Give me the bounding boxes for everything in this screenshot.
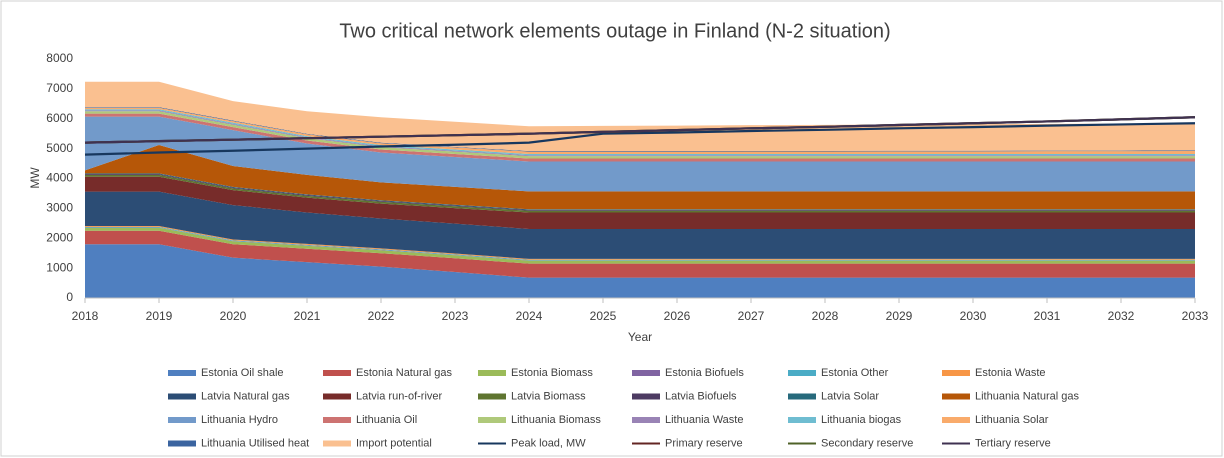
x-tick-label: 2022 (368, 309, 395, 323)
area (85, 81, 1195, 152)
legend-label: Primary reserve (665, 437, 743, 449)
legend-swatch (478, 393, 506, 400)
legend-swatch (323, 393, 351, 400)
x-tick-label: 2023 (442, 309, 469, 323)
area (85, 113, 1195, 162)
y-tick-label: 8000 (46, 51, 73, 65)
legend-label: Lithuania Utilised heat (201, 437, 309, 449)
x-tick-label: 2018 (72, 309, 99, 323)
legend-swatch (942, 393, 970, 400)
legend-label: Latvia Natural gas (201, 390, 290, 402)
legend-swatch (942, 370, 970, 376)
x-tick-label: 2019 (146, 309, 173, 323)
legend-label: Lithuania Natural gas (975, 390, 1079, 402)
legend-swatch (168, 370, 196, 376)
area (85, 107, 1195, 155)
x-tick-label: 2021 (294, 309, 321, 323)
legend-swatch (168, 393, 196, 400)
area (85, 116, 1195, 192)
legend-swatch (632, 417, 660, 423)
area (85, 244, 1195, 298)
y-tick-label: 7000 (46, 81, 73, 95)
area (85, 145, 1195, 210)
chart-title: Two critical network elements outage in … (339, 20, 890, 42)
legend-swatch (788, 393, 816, 400)
y-tick-label: 1000 (46, 260, 73, 274)
y-tick-label: 3000 (46, 201, 73, 215)
x-tick-label: 2031 (1034, 309, 1061, 323)
y-tick-label: 6000 (46, 111, 73, 125)
legend-swatch (323, 440, 351, 447)
legend-swatch (478, 370, 506, 376)
legend-label: Lithuania Solar (975, 414, 1049, 426)
x-axis-label: Year (628, 330, 652, 344)
area (85, 230, 1195, 278)
legend-label: Lithuania Oil (356, 414, 417, 426)
y-tick-label: 0 (66, 290, 73, 304)
legend-swatch (942, 417, 970, 423)
legend-label: Latvia run-of-river (356, 390, 443, 402)
legend-label: Peak load, MW (511, 437, 586, 449)
area (85, 109, 1195, 156)
legend-label: Estonia Biomass (511, 367, 593, 379)
x-tick-label: 2025 (590, 309, 617, 323)
y-tick-label: 2000 (46, 230, 73, 244)
legend-label: Tertiary reserve (975, 437, 1051, 449)
legend-label: Estonia Biofuels (665, 367, 744, 379)
legend-label: Import potential (356, 437, 432, 449)
x-tick-label: 2024 (516, 309, 543, 323)
legend-swatch (632, 370, 660, 376)
legend-swatch (788, 417, 816, 423)
legend-swatch (323, 417, 351, 423)
x-tick-label: 2029 (886, 309, 913, 323)
legend-swatch (632, 393, 660, 400)
x-tick-label: 2027 (738, 309, 765, 323)
legend-swatch (168, 440, 196, 447)
legend-swatch (168, 417, 196, 423)
legend-label: Latvia Biomass (511, 390, 586, 402)
line (84, 116, 1196, 144)
y-tick-label: 4000 (46, 171, 73, 185)
legend-label: Lithuania Biomass (511, 414, 601, 426)
area (85, 191, 1195, 259)
legend-label: Estonia Natural gas (356, 367, 452, 379)
legend-label: Lithuania Hydro (201, 414, 278, 426)
legend-label: Latvia Solar (821, 390, 879, 402)
area (85, 176, 1195, 229)
legend-label: Estonia Other (821, 367, 889, 379)
legend-label: Estonia Waste (975, 367, 1046, 379)
legend-label: Lithuania Waste (665, 414, 743, 426)
x-tick-label: 2020 (220, 309, 247, 323)
line (84, 122, 1196, 156)
legend-label: Estonia Oil shale (201, 367, 284, 379)
x-tick-label: 2028 (812, 309, 839, 323)
legend-label: Latvia Biofuels (665, 390, 737, 402)
legend-swatch (788, 370, 816, 376)
legend-label: Lithuania biogas (821, 414, 902, 426)
legend-swatch (478, 417, 506, 423)
y-tick-label: 5000 (46, 141, 73, 155)
x-tick-label: 2030 (960, 309, 987, 323)
legend-swatch (323, 370, 351, 376)
x-tick-label: 2026 (664, 309, 691, 323)
x-tick-label: 2032 (1108, 309, 1135, 323)
x-tick-label: 2033 (1182, 309, 1209, 323)
y-axis-label: MW (28, 167, 42, 189)
area (85, 110, 1195, 157)
area (85, 107, 1195, 152)
legend-label: Secondary reserve (821, 437, 913, 449)
